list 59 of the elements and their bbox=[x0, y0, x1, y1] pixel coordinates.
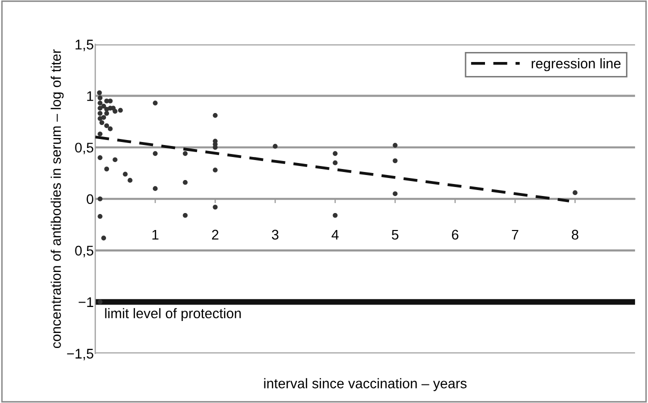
point bbox=[104, 110, 110, 116]
x-axis-title: interval since vaccination – years bbox=[264, 378, 467, 392]
y-tick-label: 0,5 bbox=[75, 246, 94, 258]
point bbox=[152, 186, 158, 191]
point bbox=[182, 180, 188, 185]
point bbox=[112, 157, 118, 162]
point bbox=[112, 108, 118, 114]
point bbox=[98, 300, 102, 304]
point bbox=[108, 126, 113, 132]
point bbox=[572, 190, 578, 196]
point bbox=[104, 123, 110, 128]
y-tick-label: −1,5 bbox=[67, 348, 94, 360]
point bbox=[98, 214, 102, 219]
point bbox=[104, 166, 110, 172]
point bbox=[101, 104, 106, 109]
point bbox=[101, 115, 106, 120]
point bbox=[98, 106, 102, 111]
x-tick-label: 1 bbox=[152, 230, 158, 240]
point bbox=[98, 100, 102, 106]
point bbox=[272, 144, 278, 149]
point bbox=[182, 151, 188, 156]
y-tick-label: 1 bbox=[87, 91, 94, 101]
point bbox=[332, 151, 338, 156]
x-tick-label: 4 bbox=[332, 230, 339, 240]
x-tick-label: 2 bbox=[212, 230, 218, 240]
point bbox=[128, 178, 132, 183]
point bbox=[392, 191, 398, 196]
point bbox=[212, 113, 218, 118]
y-tick-label: 0,5 bbox=[75, 142, 94, 154]
y-tick-label: 0 bbox=[86, 194, 94, 204]
point bbox=[122, 172, 128, 177]
x-tick-label: 7 bbox=[512, 230, 518, 240]
point bbox=[98, 155, 102, 160]
point bbox=[98, 196, 102, 202]
x-tick-label: 8 bbox=[572, 230, 578, 240]
point bbox=[152, 151, 158, 156]
point bbox=[332, 160, 338, 166]
point bbox=[101, 236, 106, 240]
x-tick-label: 3 bbox=[272, 230, 278, 240]
point bbox=[98, 96, 102, 100]
y-tick-label: −1 bbox=[78, 297, 94, 307]
point bbox=[212, 168, 218, 172]
point bbox=[118, 108, 123, 113]
point bbox=[99, 120, 104, 126]
y-tick-label: 1,5 bbox=[76, 40, 94, 52]
point bbox=[392, 142, 398, 148]
legend-label: regression line bbox=[532, 58, 621, 72]
ref-line-label: limit level of protection bbox=[105, 308, 241, 322]
point bbox=[332, 212, 338, 218]
point bbox=[392, 158, 398, 164]
x-tick-label: 5 bbox=[392, 230, 398, 240]
point bbox=[182, 212, 188, 218]
point bbox=[212, 204, 218, 210]
y-axis-title: concentration of antibodies in serum – log of titer bbox=[50, 49, 64, 348]
point bbox=[152, 100, 158, 106]
point bbox=[97, 90, 102, 96]
point bbox=[98, 110, 102, 116]
point bbox=[98, 132, 102, 136]
x-tick-label: 6 bbox=[452, 230, 458, 240]
